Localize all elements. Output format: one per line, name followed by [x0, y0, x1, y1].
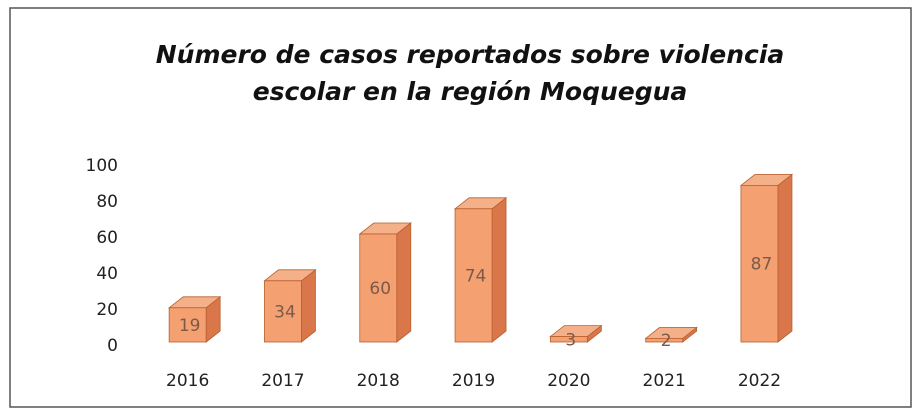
- bar: [453, 196, 508, 343]
- x-tick-label: 2018: [357, 371, 400, 391]
- y-tick-label: 60: [96, 228, 118, 248]
- bar: [358, 222, 412, 343]
- bar-front: [359, 233, 398, 343]
- x-tick-label: 2016: [166, 371, 209, 391]
- y-tick-label: 80: [96, 192, 118, 212]
- y-tick-label: 100: [86, 156, 118, 176]
- y-tick-label: 0: [107, 336, 118, 356]
- chart-title: Número de casos reportados sobre violenc…: [155, 40, 785, 106]
- x-tick-label: 2021: [643, 371, 686, 391]
- x-tick-label: 2020: [547, 371, 590, 391]
- x-tick-label: 2017: [261, 371, 304, 391]
- data-label: 3: [565, 330, 576, 350]
- bar-side: [301, 268, 316, 343]
- bar-front: [264, 280, 302, 343]
- bar-front: [549, 336, 588, 343]
- data-label: 60: [369, 279, 391, 299]
- bar-side: [396, 222, 412, 343]
- y-tick-label: 20: [96, 300, 118, 320]
- y-tick-label: 40: [96, 264, 118, 284]
- bar: [644, 326, 698, 343]
- data-label: 34: [274, 302, 296, 322]
- x-tick-label: 2022: [738, 371, 781, 391]
- data-label: 19: [179, 316, 201, 336]
- bar-front: [740, 184, 779, 343]
- bar-front: [168, 307, 207, 343]
- bar: [549, 324, 603, 343]
- bar: [739, 173, 794, 343]
- bar: [263, 268, 317, 343]
- data-label: 87: [751, 255, 773, 275]
- bar-side: [491, 196, 507, 343]
- bar-front: [454, 208, 493, 343]
- x-tick-label: 2019: [452, 371, 495, 391]
- data-label: 74: [465, 266, 487, 286]
- bar-front: [645, 337, 684, 343]
- bar-side: [777, 173, 793, 343]
- chart-border: [9, 7, 912, 408]
- bar: [167, 295, 222, 343]
- data-label: 2: [661, 331, 672, 351]
